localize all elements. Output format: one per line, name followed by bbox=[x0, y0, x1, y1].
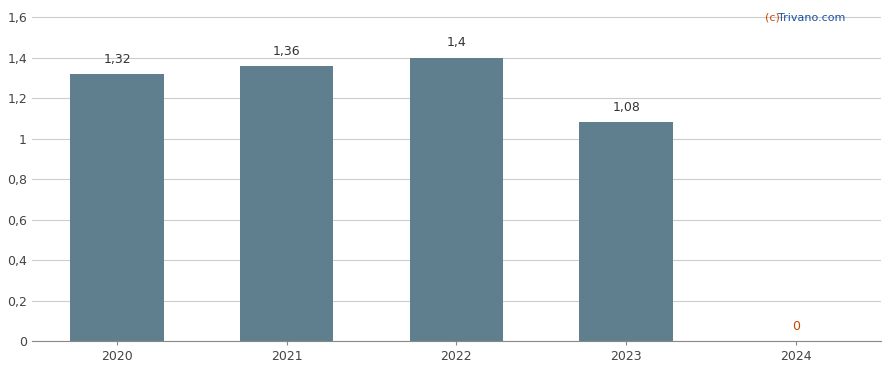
Bar bbox=[70, 74, 163, 341]
Text: 1,32: 1,32 bbox=[103, 53, 131, 65]
Text: 1,36: 1,36 bbox=[273, 44, 300, 58]
Bar bbox=[240, 65, 333, 341]
Text: (c): (c) bbox=[765, 13, 784, 23]
Bar bbox=[409, 58, 503, 341]
Bar bbox=[580, 122, 673, 341]
Text: 0: 0 bbox=[792, 320, 800, 333]
Text: 1,4: 1,4 bbox=[447, 37, 466, 50]
Text: Trivano.com: Trivano.com bbox=[778, 13, 845, 23]
Text: 1,08: 1,08 bbox=[612, 101, 640, 114]
